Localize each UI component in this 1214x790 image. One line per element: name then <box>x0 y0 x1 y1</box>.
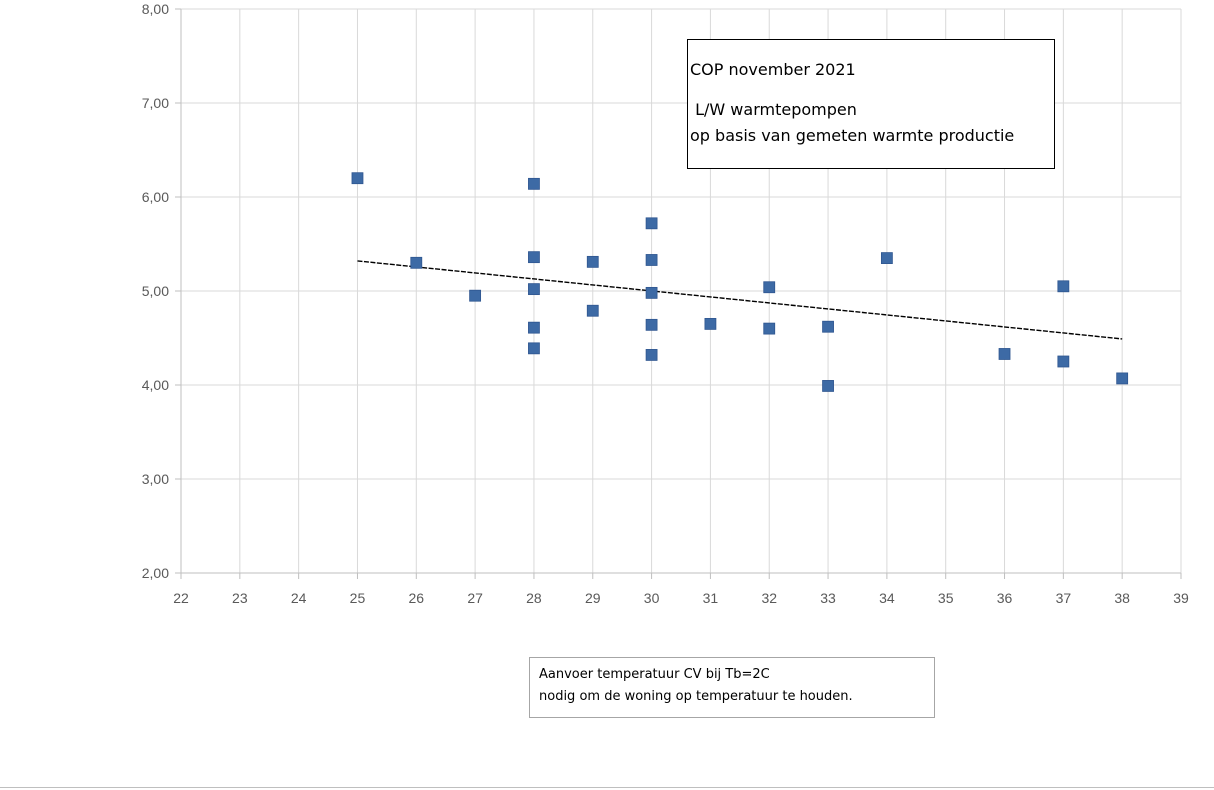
y-tick-labels: 2,00 3,00 4,00 5,00 6,00 7,00 8,00 <box>142 1 169 581</box>
data-point <box>645 217 658 230</box>
data-point <box>528 342 540 355</box>
data-point <box>1057 355 1070 368</box>
data-point <box>763 322 776 335</box>
chart-title-line-3: op basis van gemeten warmte productie <box>690 126 1015 145</box>
data-point <box>586 304 599 317</box>
y-tick-label: 4,00 <box>142 377 169 393</box>
data-point <box>645 254 658 266</box>
x-tick-label: 37 <box>1056 590 1072 606</box>
bottom-divider <box>0 787 1214 788</box>
x-tick-label: 29 <box>585 590 601 606</box>
x-tick-label: 34 <box>879 590 895 606</box>
data-point <box>1116 372 1129 385</box>
data-point <box>704 317 717 330</box>
x-tick-labels: 22 23 24 25 26 27 28 29 30 31 32 33 34 35 36 37 38 39 <box>173 590 1189 606</box>
data-point <box>822 380 834 392</box>
axes <box>175 8 1182 579</box>
data-point <box>528 177 540 190</box>
chart-title-line-1: COP november 2021 <box>690 60 856 79</box>
data-point <box>469 289 482 302</box>
data-point <box>822 320 834 333</box>
chart-title-box: COP november 2021 L/W warmtepompen op ba… <box>687 39 1055 169</box>
data-point <box>351 172 364 185</box>
y-tick-label: 8,00 <box>142 1 169 17</box>
x-tick-label: 33 <box>820 590 836 606</box>
x-tick-label: 24 <box>291 590 307 606</box>
y-tick-label: 3,00 <box>142 471 169 487</box>
x-tick-label: 39 <box>1173 590 1189 606</box>
x-tick-label: 32 <box>761 590 777 606</box>
x-tick-label: 23 <box>232 590 248 606</box>
x-tick-label: 38 <box>1114 590 1130 606</box>
x-tick-label: 31 <box>703 590 719 606</box>
data-point <box>880 252 893 265</box>
y-tick-label: 2,00 <box>142 565 169 581</box>
trendline <box>357 260 1123 340</box>
data-point <box>528 321 540 334</box>
data-point <box>586 255 599 268</box>
data-point <box>645 318 658 331</box>
x-tick-label: 25 <box>350 590 366 606</box>
x-tick-label: 28 <box>526 590 542 606</box>
x-tick-label: 22 <box>173 590 189 606</box>
data-point <box>528 251 540 264</box>
y-tick-label: 7,00 <box>142 95 169 111</box>
x-tick-label: 26 <box>409 590 425 606</box>
x-axis-label-line-2: nodig om de woning op temperatuur te hou… <box>539 689 853 704</box>
x-tick-label: 35 <box>938 590 954 606</box>
data-points <box>351 172 1129 392</box>
x-tick-label: 36 <box>997 590 1013 606</box>
data-point <box>1057 280 1070 293</box>
data-point <box>528 283 540 296</box>
x-tick-label: 30 <box>644 590 660 606</box>
x-tick-label: 27 <box>467 590 483 606</box>
data-point <box>645 349 658 361</box>
y-tick-label: 5,00 <box>142 283 169 299</box>
data-point <box>998 348 1011 360</box>
chart-title-line-2: L/W warmtepompen <box>690 100 857 119</box>
trendline-path <box>357 260 1123 340</box>
x-axis-label-line-1: Aanvoer temperatuur CV bij Tb=2C <box>539 667 770 682</box>
data-point <box>645 286 658 299</box>
data-point <box>410 256 423 269</box>
x-axis-label-box: Aanvoer temperatuur CV bij Tb=2C nodig o… <box>529 657 935 718</box>
y-tick-label: 6,00 <box>142 189 169 205</box>
data-point <box>763 281 776 294</box>
